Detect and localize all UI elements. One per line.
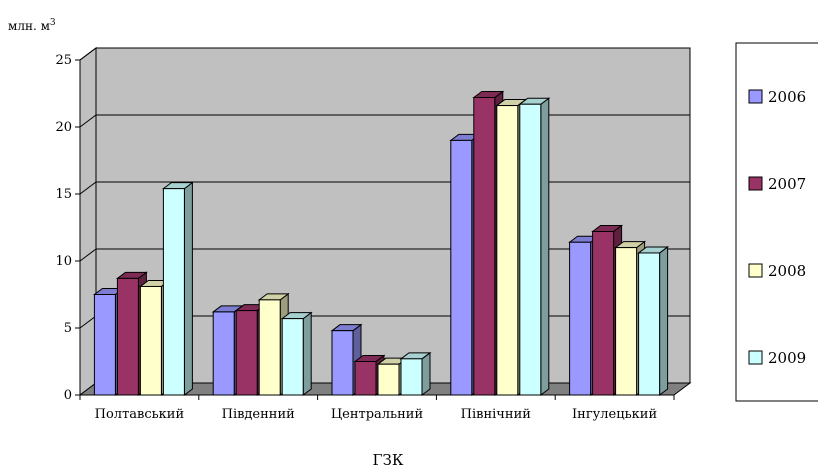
legend-swatch [748,263,763,278]
bar-front [139,285,162,396]
legend-label: 2007 [768,175,806,193]
legend-box [735,42,818,402]
y-tick-label: 10 [55,254,72,269]
bar-front [592,231,615,396]
bar-side [540,97,550,396]
x-category-label: Полтавський [95,407,185,422]
bar-front [93,294,116,396]
y-tick-label: 0 [64,388,72,403]
bar [399,351,432,396]
plot-side-wall [79,47,97,396]
y-tick-label: 5 [64,321,72,336]
bar-side [302,311,312,396]
y-tick-label: 15 [55,187,72,202]
bar-front [519,103,542,396]
bar-front [281,318,304,396]
bar-front [354,361,377,396]
y-tick-label: 25 [55,53,72,68]
gridline [79,47,690,61]
legend-label: 2008 [768,262,806,280]
legend-item: 2009 [748,349,806,367]
bar [280,311,313,396]
x-category-label: Південний [222,407,295,422]
legend-item: 2008 [748,262,806,280]
bar-front [258,299,281,396]
bar [518,97,551,396]
x-axis: Полтавський Південний Центральний Північний… [79,394,675,422]
legend-label: 2006 [768,88,806,106]
bar-side [183,181,193,396]
bar-front [638,252,661,396]
legend: 2006 2007 2008 2009 [735,42,818,402]
bar-front [116,277,139,396]
y-axis-unit-superscript: 3 [50,18,56,28]
bar-front [569,241,592,396]
legend-swatch [748,176,763,191]
bar [161,181,194,396]
bar-front [473,97,496,396]
x-axis-title: ГЗК [373,451,404,469]
legend-label: 2009 [768,349,806,367]
bar-side [421,351,431,396]
y-axis: 0 5 10 15 20 25 [55,53,81,403]
bar-front [400,358,423,396]
bar-front [615,247,638,396]
bar [637,245,670,396]
x-category-label: Центральний [331,407,423,422]
bar-front [496,105,519,396]
x-category-label: Північний [461,407,531,422]
y-axis-unit-label: млн. м3 [8,18,56,33]
bar-front [162,188,185,396]
legend-item: 2007 [748,175,806,193]
bar-front [235,310,258,396]
bar-front [212,311,235,396]
bar-front [331,330,354,396]
y-tick-label: 20 [55,120,72,135]
legend-swatch [748,350,763,365]
x-category-label: Інгулецький [572,407,657,422]
bar-front [377,363,400,396]
bar-front [450,139,473,396]
legend-item: 2006 [748,88,806,106]
bar-side [659,245,669,396]
legend-swatch [748,89,763,104]
